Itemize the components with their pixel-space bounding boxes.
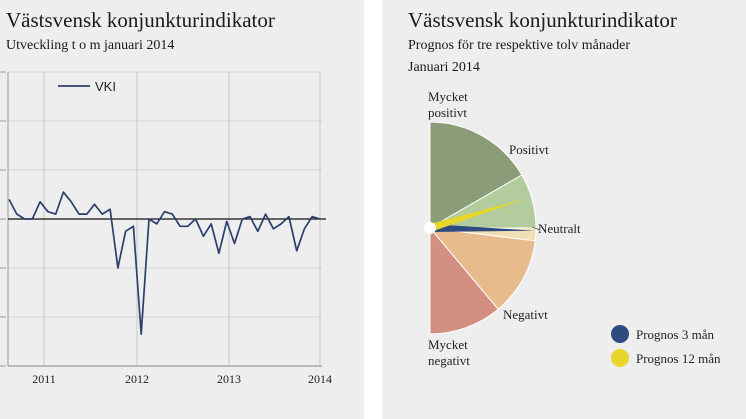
neutral-leader-line: [531, 226, 541, 231]
pie-slice: [429, 226, 499, 335]
gauge-hub: [424, 222, 436, 234]
pie-slice-label: Mycket: [428, 337, 468, 352]
pie-slice-label: Positivt: [509, 142, 549, 157]
legend-vki-label: VKI: [95, 79, 116, 94]
pie-chart-plot: MycketpositivtPositivtNeutraltNegativtMy…: [424, 89, 721, 368]
x-tick-label: 2014: [308, 372, 332, 386]
forecast-pie-panel: Västsvensk konjunkturindikator Prognos f…: [382, 0, 746, 419]
pie-slice-label: negativt: [428, 353, 470, 368]
pie-slice-label: Neutralt: [538, 221, 581, 236]
legend-swatch: [611, 325, 629, 343]
forecast-needle: [428, 198, 526, 232]
legend-label: Prognos 12 mån: [636, 351, 721, 366]
line-chart-subtitle: Utveckling t o m januari 2014: [6, 38, 175, 53]
pie-slice-label: positivt: [428, 105, 467, 120]
pie-slice: [428, 227, 536, 310]
vki-line-chart-panel: Västsvensk konjunkturindikator Utvecklin…: [0, 0, 364, 419]
forecast-needle: [429, 224, 534, 232]
pie-chart-subtitle-2: Januari 2014: [408, 60, 480, 75]
line-chart-plot: 2011 2012 2013 2014 VKI: [0, 71, 332, 386]
pie-chart-title: Västsvensk konjunkturindikator: [408, 8, 677, 32]
x-tick-label: 2012: [125, 372, 149, 386]
x-tick-label: 2013: [217, 372, 241, 386]
line-chart-title: Västsvensk konjunkturindikator: [6, 8, 275, 32]
vki-series-line: [8, 191, 321, 335]
legend-swatch: [611, 349, 629, 367]
x-tick-label: 2011: [32, 372, 56, 386]
pie-slice-label: Negativt: [503, 307, 548, 322]
pie-chart-subtitle-1: Prognos för tre respektive tolv månader: [408, 38, 630, 53]
pie-slice: [429, 121, 523, 229]
legend-label: Prognos 3 mån: [636, 327, 715, 342]
pie-slice-label: Mycket: [428, 89, 468, 104]
